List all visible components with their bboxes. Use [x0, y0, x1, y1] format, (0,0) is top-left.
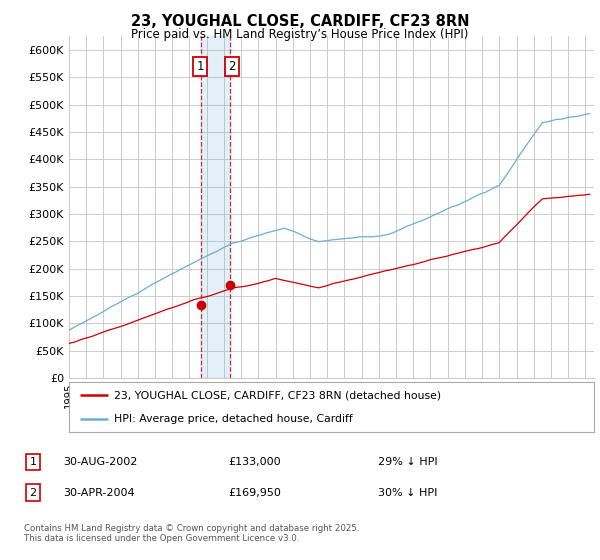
- Bar: [201, 36, 230, 378]
- Text: 29% ↓ HPI: 29% ↓ HPI: [378, 457, 437, 467]
- Text: Contains HM Land Registry data © Crown copyright and database right 2025.
This d: Contains HM Land Registry data © Crown c…: [24, 524, 359, 543]
- Text: 23, YOUGHAL CLOSE, CARDIFF, CF23 8RN: 23, YOUGHAL CLOSE, CARDIFF, CF23 8RN: [131, 14, 469, 29]
- Text: 2: 2: [29, 488, 37, 498]
- Text: 30-AUG-2002: 30-AUG-2002: [63, 457, 137, 467]
- Text: HPI: Average price, detached house, Cardiff: HPI: Average price, detached house, Card…: [113, 414, 352, 424]
- Text: 1: 1: [196, 60, 204, 73]
- Text: £169,950: £169,950: [228, 488, 281, 498]
- Text: £133,000: £133,000: [228, 457, 281, 467]
- Text: Price paid vs. HM Land Registry’s House Price Index (HPI): Price paid vs. HM Land Registry’s House …: [131, 28, 469, 41]
- Text: 1: 1: [29, 457, 37, 467]
- Text: 30% ↓ HPI: 30% ↓ HPI: [378, 488, 437, 498]
- Text: 23, YOUGHAL CLOSE, CARDIFF, CF23 8RN (detached house): 23, YOUGHAL CLOSE, CARDIFF, CF23 8RN (de…: [113, 390, 441, 400]
- Text: 30-APR-2004: 30-APR-2004: [63, 488, 134, 498]
- Text: 2: 2: [229, 60, 236, 73]
